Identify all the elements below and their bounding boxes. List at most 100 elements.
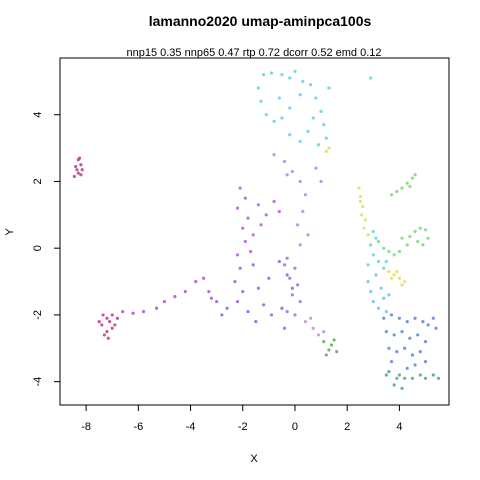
data-point (76, 171, 80, 175)
data-point (282, 326, 287, 330)
data-point (395, 189, 399, 194)
data-point (400, 329, 404, 334)
data-point (413, 229, 417, 234)
data-point (400, 186, 404, 190)
data-point (264, 213, 268, 217)
data-point (173, 294, 177, 299)
data-point (358, 199, 362, 204)
data-point (285, 309, 289, 314)
data-point (288, 106, 292, 110)
data-point (209, 296, 214, 300)
data-point (387, 249, 391, 254)
data-point (238, 266, 242, 270)
data-point (272, 153, 276, 157)
y-axis: -4 -2 0 2 4 (32, 112, 61, 387)
data-point (280, 73, 284, 77)
data-point (80, 168, 84, 172)
data-point (262, 303, 266, 307)
data-point (327, 348, 331, 352)
y-tick-label: 4 (32, 112, 44, 118)
x-tick-label: 0 (292, 421, 298, 433)
data-point (121, 309, 125, 314)
data-point (233, 279, 237, 284)
data-point (298, 139, 302, 144)
data-point (413, 363, 417, 367)
data-point (389, 313, 394, 317)
data-point (426, 236, 430, 240)
data-point (332, 338, 336, 342)
data-point (322, 123, 326, 127)
data-point (298, 243, 302, 247)
data-point (416, 333, 420, 337)
data-point (220, 313, 224, 317)
data-point (280, 116, 284, 120)
data-point (400, 236, 404, 240)
data-point (243, 239, 247, 244)
data-point (256, 203, 261, 207)
data-point (303, 193, 308, 197)
data-point (416, 239, 420, 244)
data-point (154, 306, 159, 310)
data-point (288, 133, 292, 137)
data-point (309, 316, 313, 320)
data-point (413, 316, 417, 320)
data-point (405, 319, 409, 324)
data-point (298, 299, 302, 304)
data-point (298, 93, 302, 97)
data-point (413, 173, 417, 177)
data-point (79, 173, 83, 177)
x-tick-label: 4 (396, 421, 402, 433)
data-point (235, 299, 240, 304)
data-point (311, 326, 315, 330)
data-point (319, 179, 323, 184)
data-point (105, 329, 109, 334)
data-point (225, 306, 229, 310)
data-point (392, 253, 396, 257)
data-point (322, 329, 326, 334)
data-point (293, 313, 297, 317)
data-point (421, 319, 425, 324)
data-point (397, 249, 401, 254)
data-point (379, 286, 383, 290)
data-point (183, 289, 187, 294)
data-point (102, 333, 106, 337)
y-axis-label: Y (4, 228, 16, 236)
data-point (418, 373, 422, 377)
data-point (431, 373, 435, 377)
data-point (259, 99, 263, 103)
data-point (277, 259, 281, 264)
data-point (290, 169, 294, 174)
data-point (382, 246, 386, 250)
data-point (105, 316, 109, 320)
data-point (194, 279, 198, 284)
data-point (141, 309, 146, 314)
data-point (397, 276, 401, 280)
data-point (207, 289, 211, 294)
data-point (314, 166, 318, 170)
data-point (387, 370, 391, 374)
data-point (293, 266, 297, 270)
data-point (316, 333, 321, 337)
data-point (371, 299, 375, 304)
data-point (423, 228, 428, 232)
data-point (369, 243, 373, 247)
data-point (79, 163, 83, 167)
data-point (431, 316, 435, 320)
data-point (410, 176, 415, 180)
chart-title: lamanno2020 umap-aminpca100s (149, 13, 372, 29)
data-point (376, 239, 381, 244)
data-point (110, 313, 114, 317)
data-point (316, 143, 321, 147)
data-point (280, 306, 284, 310)
data-point (327, 86, 331, 90)
data-point (101, 313, 105, 317)
data-point (329, 343, 334, 347)
data-point (382, 296, 386, 300)
data-point (324, 149, 328, 154)
data-point (298, 179, 302, 184)
data-point (248, 249, 253, 254)
data-point (371, 229, 375, 234)
data-point (395, 350, 399, 354)
data-point (397, 316, 401, 320)
data-point (363, 218, 368, 222)
